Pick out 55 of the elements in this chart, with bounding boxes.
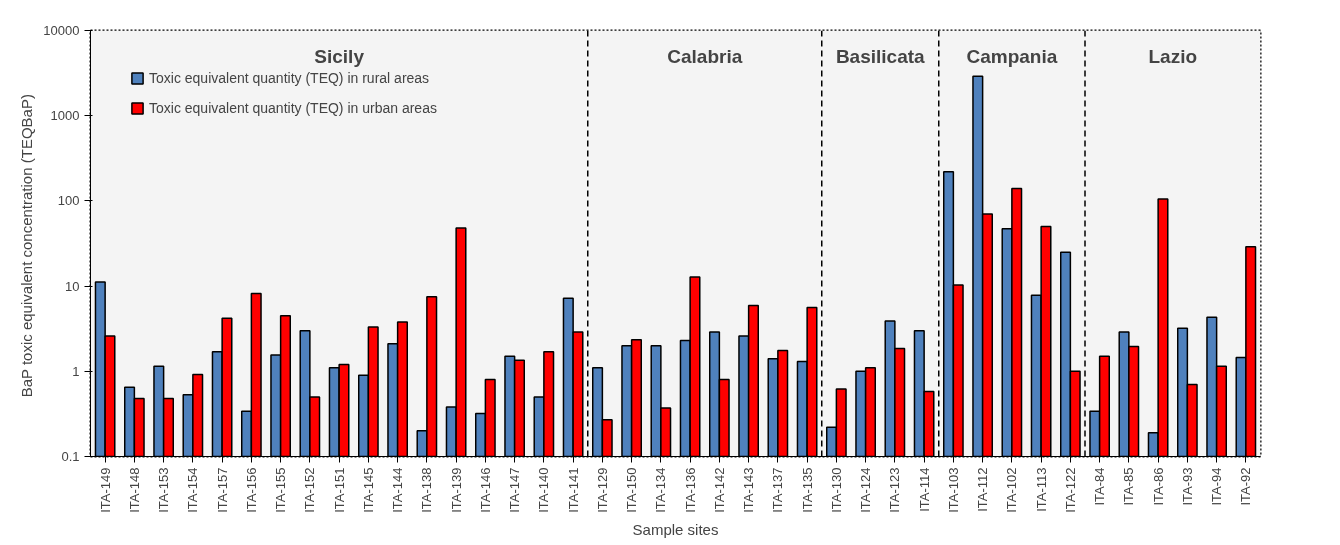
x-tick-label: ITA-84 — [1092, 467, 1108, 506]
x-tick-label: ITA-139 — [448, 467, 464, 513]
x-tick-label: ITA-145 — [360, 467, 376, 513]
x-tick-label: ITA-123 — [887, 467, 903, 513]
x-tick-label: ITA-113 — [1033, 467, 1049, 512]
x-tick-label: ITA-92 — [1238, 467, 1254, 506]
x-tick-label: ITA-141 — [565, 467, 581, 513]
x-tick-label: ITA-146 — [477, 467, 493, 513]
x-tick-label: ITA-94 — [1209, 467, 1225, 506]
x-tick-label: ITA-86 — [1150, 467, 1166, 506]
x-tick-label: ITA-102 — [1004, 467, 1020, 513]
x-tick-label: ITA-149 — [97, 467, 113, 513]
x-tick-label: ITA-130 — [828, 467, 844, 513]
x-tick-label: ITA-129 — [594, 467, 610, 513]
x-tick-label: ITA-124 — [858, 467, 874, 513]
y-tick-label: 0.1 — [61, 449, 80, 464]
x-tick-label: ITA-135 — [799, 467, 815, 513]
x-tick-label: ITA-140 — [536, 467, 552, 513]
x-tick-label: ITA-93 — [1179, 467, 1195, 506]
x-tick-label: ITA-137 — [770, 467, 786, 513]
x-tick-label: ITA-155 — [273, 467, 289, 513]
y-tick-label: 1000 — [50, 108, 80, 124]
x-tick-label: ITA-112 — [975, 467, 991, 512]
band-label: Lazio — [1148, 45, 1198, 67]
y-tick-label: 10 — [65, 278, 80, 294]
x-tick-label: ITA-152 — [302, 467, 318, 513]
x-tick-label: ITA-147 — [507, 467, 523, 513]
legend-label: Toxic equivalent quantity (TEQ) in rural areas — [149, 70, 430, 86]
x-tick-label: ITA-138 — [419, 467, 435, 513]
x-tick-label: ITA-154 — [185, 467, 201, 513]
x-tick-label: ITA-85 — [1121, 467, 1137, 506]
band-label: Sicily — [314, 45, 365, 67]
x-tick-label: ITA-103 — [945, 467, 961, 513]
y-axis-title: BaP toxic equivalent concentration (TEQBaP) — [18, 94, 36, 398]
legend-label: Toxic equivalent quantity (TEQ) in urban areas — [149, 100, 437, 116]
band-label: Calabria — [667, 45, 743, 67]
y-tick-label: 100 — [57, 193, 80, 209]
x-axis-title: Sample sites — [632, 520, 719, 538]
x-tick-label: ITA-143 — [741, 467, 757, 513]
x-tick-label: ITA-151 — [331, 467, 347, 513]
x-tick-label: ITA-134 — [653, 467, 669, 513]
x-tick-label: ITA-150 — [624, 467, 640, 513]
band-label: Campania — [966, 45, 1058, 67]
x-tick-label: ITA-148 — [126, 467, 142, 513]
x-tick-label: ITA-153 — [156, 467, 172, 513]
x-tick-label: ITA-122 — [1062, 467, 1078, 513]
x-tick-label: ITA-114 — [916, 467, 932, 512]
x-tick-label: ITA-157 — [214, 467, 230, 513]
x-tick-label: ITA-142 — [711, 467, 727, 513]
y-tick-label: 1 — [72, 363, 80, 379]
x-tick-label: ITA-156 — [243, 467, 259, 513]
x-tick-label: ITA-136 — [682, 467, 698, 513]
x-tick-label: ITA-144 — [390, 467, 406, 513]
y-tick-label: 10000 — [43, 23, 80, 38]
band-label: Basilicata — [835, 45, 926, 67]
